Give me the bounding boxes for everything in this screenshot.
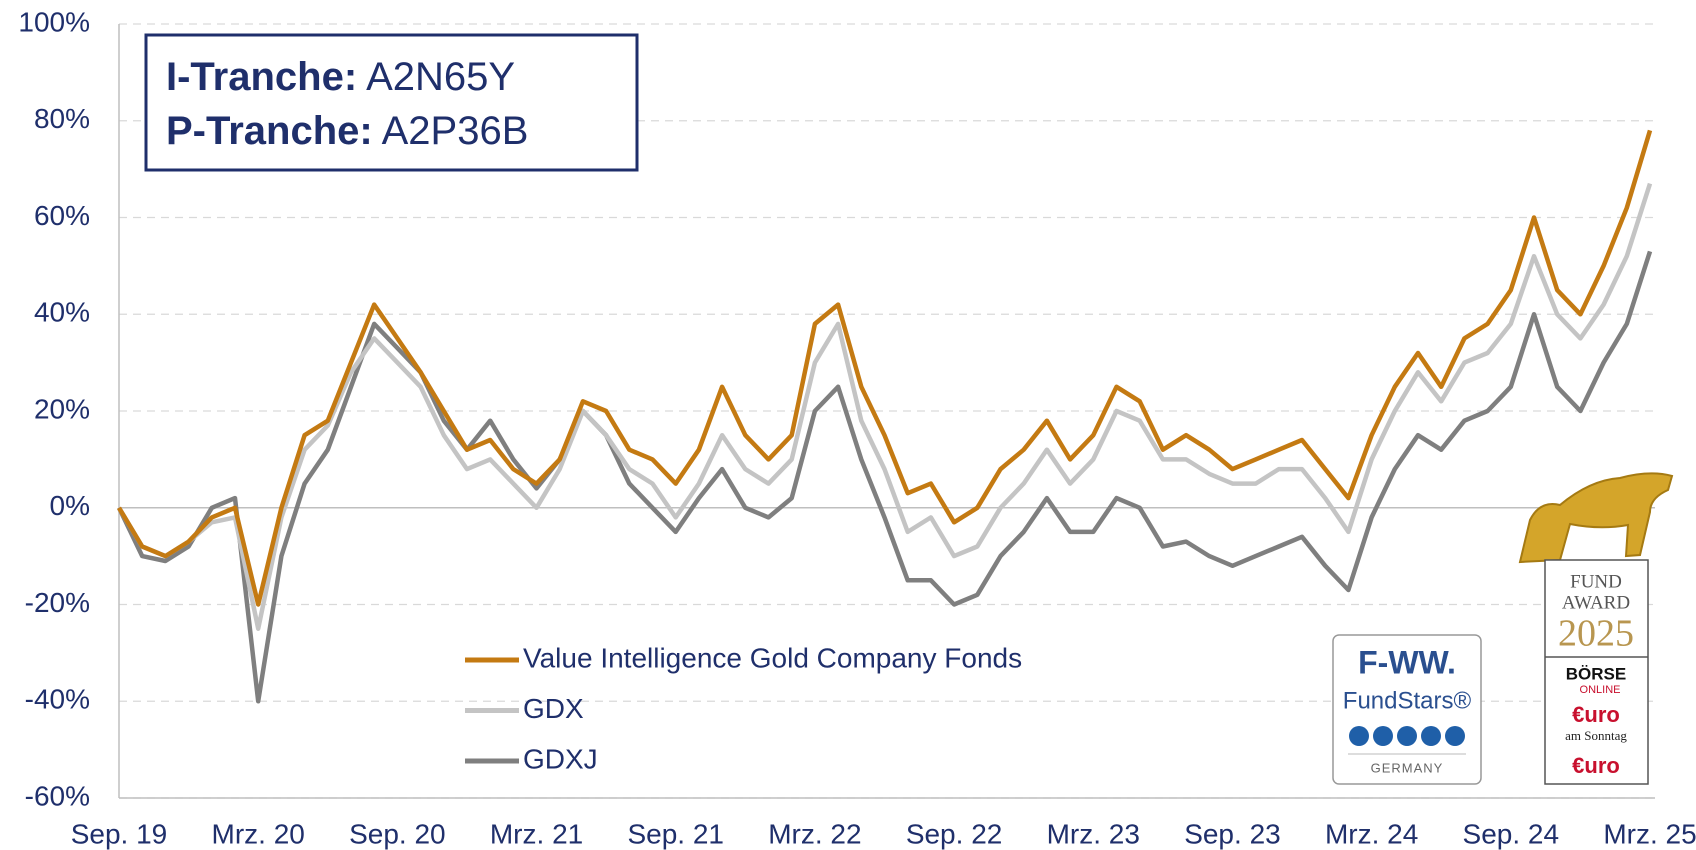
award-media: €uro [1572, 753, 1620, 778]
labels: -60% -40% -20% 0% 20% 40% 60% 80% 100% Sep. 19 Mrz… [18, 6, 1696, 849]
y-tick-label: 40% [34, 297, 90, 328]
y-tick-label: -20% [25, 587, 90, 618]
award-media: BÖRSE [1566, 664, 1626, 683]
fww-badge: F-WW. FundStars® GERMANY [1332, 634, 1482, 785]
x-tick-label: Sep. 24 [1463, 818, 1560, 849]
legend-label: Value Intelligence Gold Company Fonds [523, 642, 1022, 673]
x-tick-label: Mrz. 24 [1325, 818, 1418, 849]
y-tick-label: 20% [34, 393, 90, 424]
annotation-label: I-Tranche: [166, 55, 357, 99]
x-tick-label: Mrz. 22 [768, 818, 861, 849]
series-line [117, 182, 1653, 631]
award-badge: FUND AWARD 2025 BÖRSE ONLINE €uro am Son… [1518, 472, 1674, 785]
series-line [116, 250, 1653, 704]
award-year: 2025 [1558, 613, 1634, 655]
annotation: I-Tranche: A2N65Y [166, 55, 515, 99]
lines [116, 129, 1653, 704]
annotation-value: A2P36B [382, 109, 529, 153]
x-tick-label: Sep. 23 [1184, 818, 1281, 849]
award-bull [1518, 472, 1674, 564]
x-tick-label: Mrz. 20 [212, 818, 305, 849]
x-tick-label: Mrz. 21 [490, 818, 583, 849]
badge-name: FundStars® [1343, 687, 1472, 714]
badge-frame [1332, 634, 1482, 785]
y-tick-label: 100% [18, 6, 90, 37]
award-text: FUND [1570, 571, 1622, 592]
badge-brand: F-WW. [1358, 644, 1456, 680]
award-media: ONLINE [1580, 684, 1621, 696]
x-tick-label: Sep. 20 [349, 818, 446, 849]
x-tick-label: Mrz. 25 [1603, 818, 1696, 849]
annotation-label: P-Tranche: [166, 109, 373, 153]
series-line [117, 129, 1653, 607]
badge-stars [1349, 726, 1465, 746]
annotation-value: A2N65Y [366, 55, 515, 99]
y-tick-label: 60% [34, 200, 90, 231]
y-tick-label: -40% [25, 684, 90, 715]
award-media: €uro [1572, 702, 1620, 727]
badge-country: GERMANY [1371, 760, 1444, 775]
y-tick-label: 80% [34, 103, 90, 134]
annotation-box [144, 33, 639, 172]
award-frame [1544, 559, 1649, 785]
award-media: am Sonntag [1565, 728, 1627, 743]
y-tick-label: -60% [25, 780, 90, 811]
annotation: P-Tranche: A2P36B [166, 109, 528, 153]
x-tick-label: Sep. 21 [627, 818, 724, 849]
x-tick-label: Sep. 22 [906, 818, 1003, 849]
x-tick-label: Sep. 19 [71, 818, 168, 849]
legend-label: GDXJ [523, 743, 598, 774]
award-text: AWARD [1562, 592, 1630, 613]
legend: Value Intelligence Gold Company Fonds GDX… [465, 642, 1022, 774]
x-tick-label: Mrz. 23 [1047, 818, 1140, 849]
y-tick-label: 0% [50, 490, 90, 521]
legend-label: GDX [523, 693, 584, 724]
